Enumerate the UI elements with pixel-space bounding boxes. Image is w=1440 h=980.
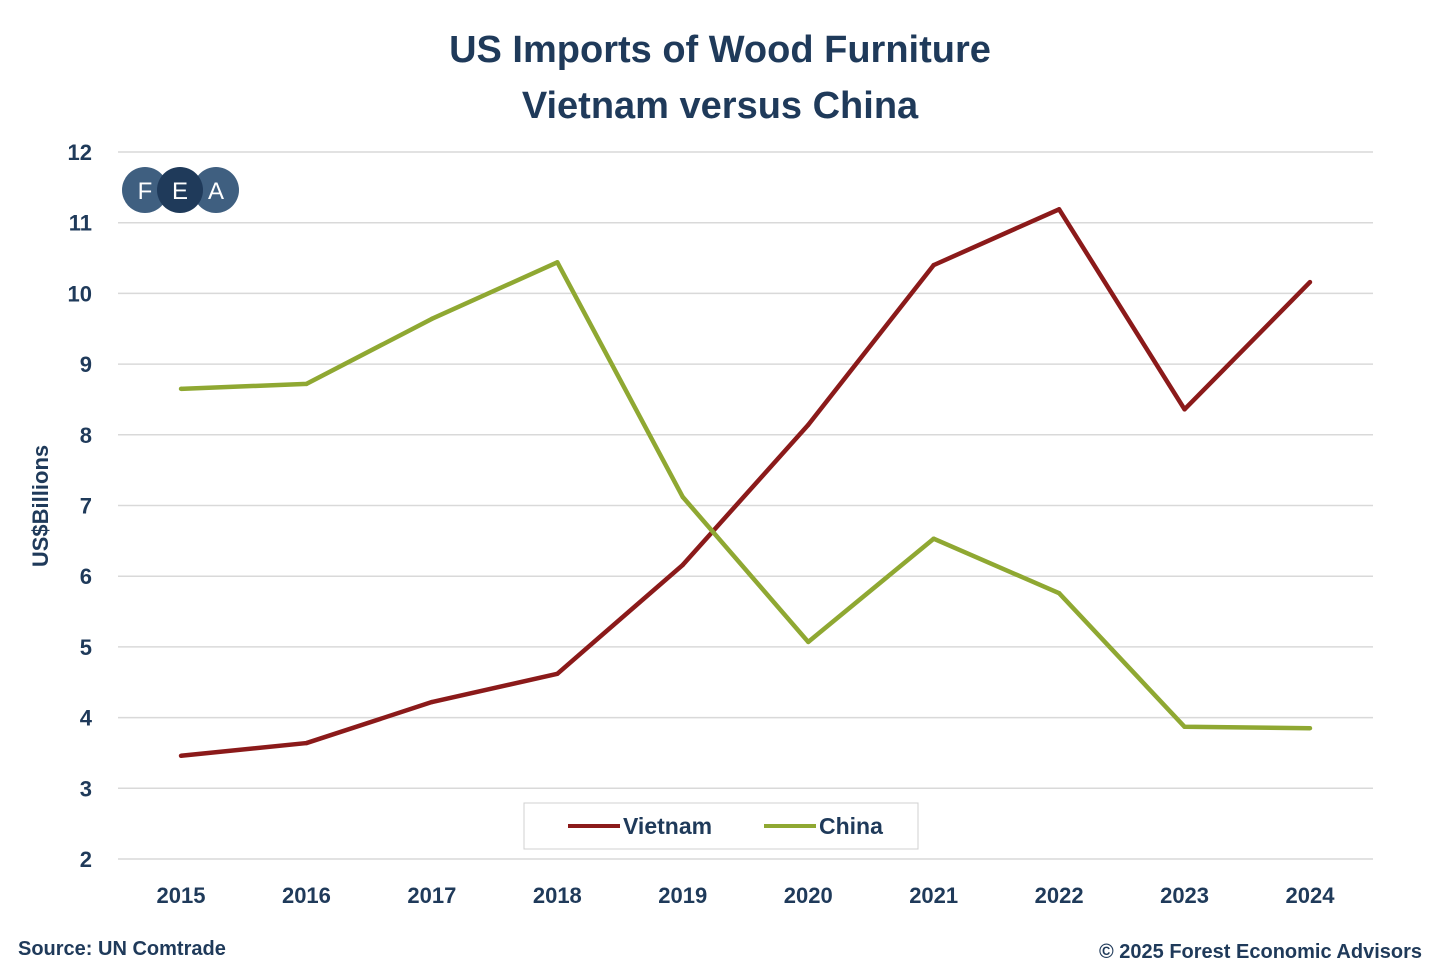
source-note: Source: UN Comtrade	[18, 938, 226, 960]
y-tick-label: 4	[80, 706, 93, 731]
series-line-vietnam	[180, 207, 1312, 759]
legend-label-china: China	[819, 813, 883, 839]
y-tick-label: 12	[68, 140, 92, 165]
x-tick-label: 2023	[1160, 883, 1209, 908]
chart-subtitle: Vietnam versus China	[522, 85, 919, 127]
x-tick-label: 2020	[784, 883, 833, 908]
y-tick-label: 7	[80, 494, 92, 519]
data-point-vietnam	[806, 422, 811, 428]
data-point-vietnam	[1056, 207, 1062, 212]
x-tick-label: 2016	[282, 883, 331, 908]
fea-logo: F E A	[122, 167, 239, 213]
data-point-vietnam	[931, 262, 936, 268]
y-tick-label: 10	[68, 281, 92, 306]
data-point-vietnam	[304, 740, 309, 746]
x-tick-label: 2024	[1286, 883, 1336, 908]
copyright-note: © 2025 Forest Economic Advisors	[1099, 941, 1422, 963]
data-point-vietnam	[178, 753, 184, 758]
y-tick-label: 5	[80, 635, 92, 660]
series-line-china	[180, 260, 1311, 731]
x-tick-label: 2018	[533, 883, 582, 908]
x-tick-label: 2019	[658, 883, 707, 908]
data-point-china	[555, 260, 560, 265]
legend: Vietnam China	[523, 802, 919, 850]
svg-text:E: E	[172, 178, 188, 205]
x-tick-label: 2022	[1035, 883, 1084, 908]
legend-label-vietnam: Vietnam	[623, 813, 712, 839]
data-point-china	[1182, 724, 1187, 729]
data-point-china	[806, 639, 811, 645]
y-tick-label: 11	[69, 211, 92, 236]
y-tick-label: 2	[80, 847, 92, 872]
y-tick-label: 9	[80, 352, 92, 377]
data-point-vietnam	[1182, 407, 1187, 412]
data-point-vietnam	[1307, 279, 1313, 285]
data-point-china	[178, 386, 184, 392]
y-tick-label: 8	[80, 423, 92, 448]
data-point-china	[304, 381, 309, 387]
data-point-china	[429, 316, 435, 322]
data-point-vietnam	[680, 562, 685, 568]
data-point-china	[1056, 590, 1062, 596]
data-point-vietnam	[555, 671, 560, 676]
data-point-china	[931, 536, 936, 541]
data-point-china	[1307, 726, 1313, 731]
y-tick-label: 3	[80, 776, 92, 801]
x-tick-label: 2021	[909, 883, 958, 908]
x-tick-label: 2015	[157, 883, 206, 908]
svg-text:F: F	[138, 178, 153, 205]
data-point-china	[680, 494, 685, 500]
svg-text:A: A	[208, 178, 224, 205]
data-point-vietnam	[429, 699, 435, 705]
y-tick-label: 6	[80, 564, 92, 589]
x-tick-label: 2017	[407, 883, 456, 908]
y-axis-label: US$Billions	[28, 445, 53, 567]
chart-title: US Imports of Wood Furniture	[449, 29, 991, 71]
